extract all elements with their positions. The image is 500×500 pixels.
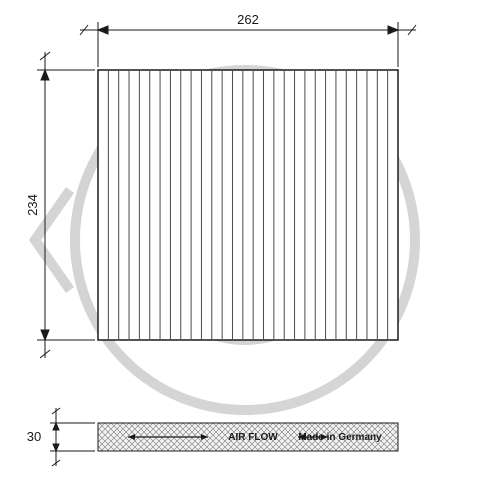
width-dim-label: 262 <box>237 12 259 27</box>
made-in-label: Made in Germany <box>298 432 382 443</box>
thickness-dim-label: 30 <box>27 429 41 444</box>
height-dim-label: 234 <box>25 194 40 216</box>
airflow-label: AIR FLOW <box>228 432 278 443</box>
